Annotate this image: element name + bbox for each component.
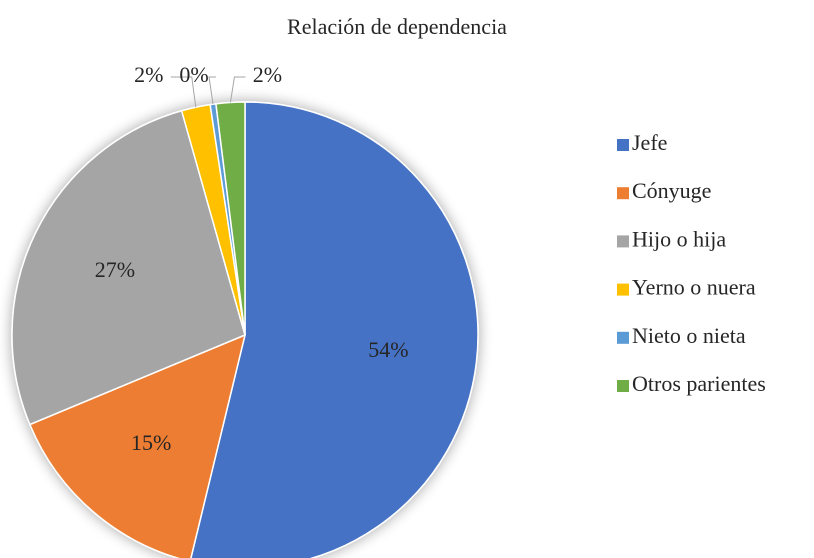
legend-label: Nieto o nieta [632, 323, 746, 348]
data-label: 15% [131, 430, 171, 455]
data-label: 2% [134, 62, 163, 87]
legend-label: Cónyuge [632, 178, 711, 203]
pie-slice [190, 101, 479, 558]
legend-swatch [617, 139, 629, 151]
legend-label: Jefe [632, 130, 667, 155]
legend-label: Hijo o hija [632, 226, 726, 251]
data-label: 54% [368, 337, 408, 362]
legend-label: Otros parientes [632, 371, 766, 396]
data-label: 0% [179, 62, 208, 87]
legend-swatch [617, 187, 629, 200]
pie-slice [215, 101, 246, 336]
legend-swatch [617, 380, 629, 392]
legend-swatch [617, 283, 629, 296]
pie-slice [11, 109, 246, 426]
chart-title: Relación de dependencia [287, 14, 507, 39]
leader-line [170, 76, 197, 108]
data-label: 27% [95, 257, 135, 282]
pie [11, 101, 479, 558]
pie-slice [28, 333, 247, 558]
legend-swatch [617, 235, 629, 248]
data-label: 2% [253, 62, 282, 87]
leader-line [229, 76, 246, 103]
legend-swatch [617, 331, 629, 344]
leader-line [208, 76, 217, 105]
legend-label: Yerno o nuera [632, 275, 756, 300]
